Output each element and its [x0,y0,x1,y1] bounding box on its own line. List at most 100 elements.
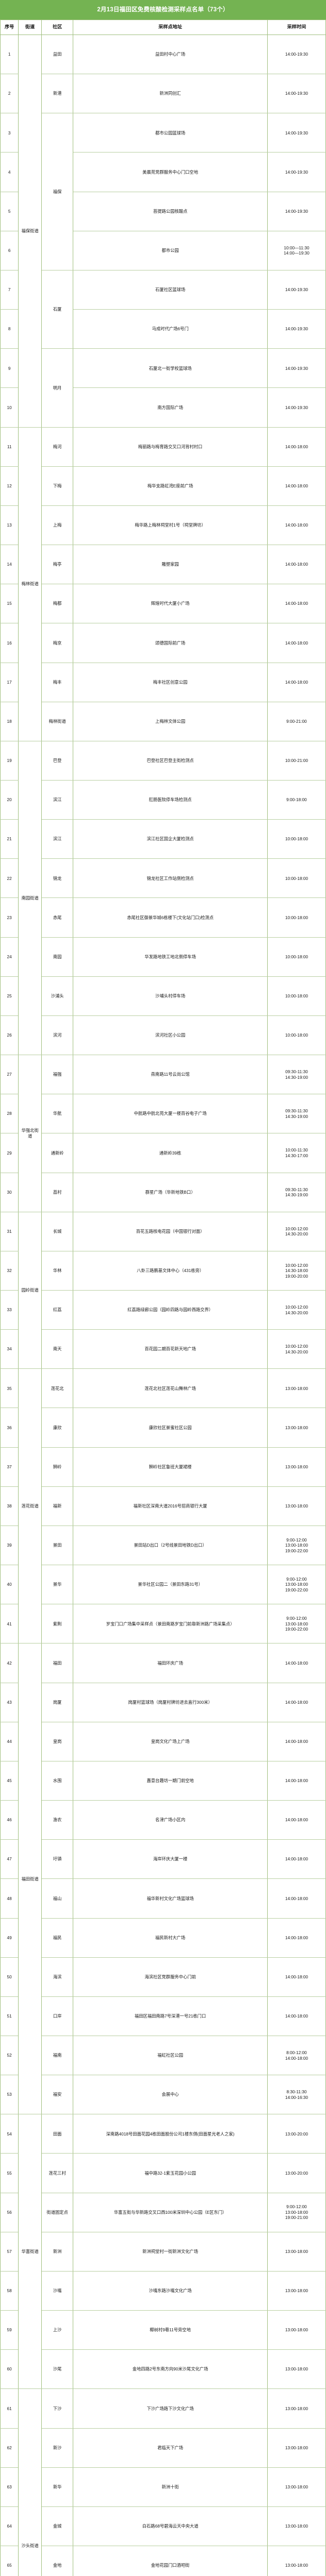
cell-index: 23 [0,897,19,938]
cell-community: 上沙 [41,2310,74,2350]
cell-time: 13:00-18:00 [267,1368,326,1409]
cell-time: 09:30-11:30 14:30-19:00 [267,1094,326,1134]
cell-community: 梅都 [41,584,74,624]
table-row: 59 上沙 椰树村9巷11号旁空地 13:00-18:00 [0,2310,326,2350]
cell-time: 14:00-18:00 [267,1800,326,1840]
cell-community: 沙嘴 [41,2270,74,2311]
table-row: 14 梅亭 雕塑家园 14:00-18:00 [0,545,326,585]
cell-index: 1 [0,34,19,75]
cell-address: 下沙广场路下沙文化广场 [73,2388,268,2429]
table-row: 26 滨河 滨河社区小公园 10:00-18:00 [0,1015,326,1056]
cell-address: 石厦社区篮球场 [73,269,268,310]
cell-street: 梅林街道 [18,427,42,741]
table-row: 20 滨江 肛肠医院停车场检测点 9:00-18:00 [0,779,326,820]
time-line: 13:00-20:00 [285,2131,308,2137]
table-row: 63 新华 新洲十街 13:00-18:00 [0,2467,326,2507]
cell-time: 8:30-11:30 14:00-16:30 [267,2075,326,2115]
cell-address: 益田村中心广场 [73,34,268,75]
cell-address: 新洲同创汇 [73,74,268,114]
cell-index: 28 [0,1094,19,1134]
time-line: 10:00-18:00 [285,993,308,999]
cell-community: 梅亭 [41,545,74,585]
cell-community: 荔村 [41,1172,74,1212]
cell-index: 11 [0,427,19,467]
cell-index: 30 [0,1172,19,1212]
cell-time: 13:00-18:00 [267,2310,326,2350]
time-line: 10:00-12:00 [285,1262,308,1268]
cell-community: 南天 [41,1329,74,1369]
time-line: 14:00-18:00 [285,2055,308,2061]
cell-index: 48 [0,1878,19,1919]
cell-address: 红荔路绿廊公园（园岭四路与园岭西路交界） [73,1290,268,1330]
cell-time: 10:00-18:00 [267,1015,326,1056]
time-line: 14:00-18:00 [285,1738,308,1744]
cell-time: 10:00-18:00 [267,937,326,977]
cell-index: 5 [0,191,19,231]
cell-index: 60 [0,2349,19,2389]
cell-community: 福保 [41,113,74,270]
cell-address: 南方国际广场 [73,387,268,428]
col-header-community: 社区 [41,20,74,35]
cell-address: 福中路32-1紫玉花园小公园 [73,2153,268,2193]
table-row: 64 金城 白石路68号碧海云天中央大道 13:00-18:00 [0,2506,326,2547]
cell-time: 9:00-12:00 13:00-18:00 19:00-22:00 [267,1604,326,1644]
cell-time: 10:00-12:00 14:30-20:00 [267,1211,326,1251]
cell-community: 福田 [41,1643,74,1683]
cell-community: 新港 [41,74,74,114]
cell-index: 55 [0,2153,19,2193]
time-line: 14:00-18:00 [285,601,308,606]
cell-community: 新沙 [41,2428,74,2468]
cell-address: 都市公园篮球场 [73,113,268,153]
cell-community: 金地 [41,2545,74,2576]
cell-time: 14:00-18:00 [267,1957,326,1997]
time-line: 13:00-18:00 [285,2327,308,2333]
cell-index: 53 [0,2075,19,2115]
cell-index: 2 [0,74,19,114]
cell-time: 14:00-18:00 [267,545,326,585]
col-header-address: 采样点地址 [73,20,268,35]
time-line: 14:00-18:00 [285,1778,308,1784]
table-row: 62 新沙 君临天下广场 13:00-18:00 [0,2428,326,2468]
time-line: 14:00-19:30 [285,287,308,293]
cell-time: 14:00-18:00 [267,1721,326,1761]
cell-time: 13:00-18:00 [267,2349,326,2389]
cell-address: 新洲十街 [73,2467,268,2507]
cell-address: 新洲祠堂村一街新洲文化广场 [73,2231,268,2272]
cell-community: 福南 [41,2035,74,2076]
table-row: 54 华富街道 田面 深南路4018号田面花园4栋田面股份公司1楼东侧(田面星光老人之… [0,2114,326,2389]
time-line: 10:00-21:00 [285,758,308,764]
table-row: 8 马成时代广场6号门 14:00-19:30 [0,309,326,349]
table-row: 45 水围 嘉意台趣坊一期门前空地 14:00-18:00 [0,1760,326,1801]
time-line: 14:00-18:00 [285,562,308,567]
table-row: 58 沙嘴 沙嘴东路沙嘴文化广场 13:00-18:00 [0,2270,326,2311]
cell-index: 50 [0,1957,19,1997]
cell-index: 18 [0,701,19,741]
time-line: 9:00-18:00 [286,797,307,803]
sampling-sites-table: 序号 街道 社区 采样点地址 采样时间 1 福保街道 益田 益田村中心广场 14:00-… [0,20,326,2576]
table-row: 23 赤尾 赤尾社区御景华城6栋楼下(文化站门口)检测点 10:00-18:00 [0,897,326,938]
cell-time: 13:00-20:00 [267,2153,326,2193]
cell-community: 景华 [41,1565,74,1605]
table-row: 6 都市公园 10:00—11:30 14:00—19:30 [0,230,326,270]
time-line: 10:00-18:00 [285,1032,308,1038]
page-title: 2月13日福田区免费核酸检测采样点名单（73个） [0,0,326,20]
cell-community: 锦龙 [41,858,74,899]
cell-time: 13:00-18:00 [267,2506,326,2547]
cell-index: 35 [0,1368,19,1409]
cell-community: 滨河 [41,1015,74,1056]
cell-address: 景华社区公园二（景田东路31号） [73,1565,268,1605]
cell-index: 20 [0,779,19,820]
cell-street: 华强北街道 [18,1055,42,1212]
cell-time: 14:00-18:00 [267,505,326,546]
cell-street: 福田街道 [18,1643,42,2115]
cell-index: 27 [0,1055,19,1095]
table-row: 41 紫荆 岁宝门口广场集中采样点（景田南路岁宝门前靠新洲路广场采集点） 9:00-1… [0,1604,326,1644]
cell-time: 14:00-18:00 [267,1918,326,1958]
table-row: 36 康欣 康欣社区景蜜社区公园 13:00-18:00 [0,1408,326,1448]
time-line: 13:00-18:00 [285,2209,308,2215]
cell-time: 9:00-18:00 [267,779,326,820]
time-line: 09:30-11:30 [285,1108,308,1114]
table-body: 1 福保街道 益田 益田村中心广场 14:00-19:30 2 新港 新洲同创汇 14:00-1… [0,34,326,2576]
cell-community: 紫荆 [41,1604,74,1644]
cell-index: 16 [0,623,19,663]
